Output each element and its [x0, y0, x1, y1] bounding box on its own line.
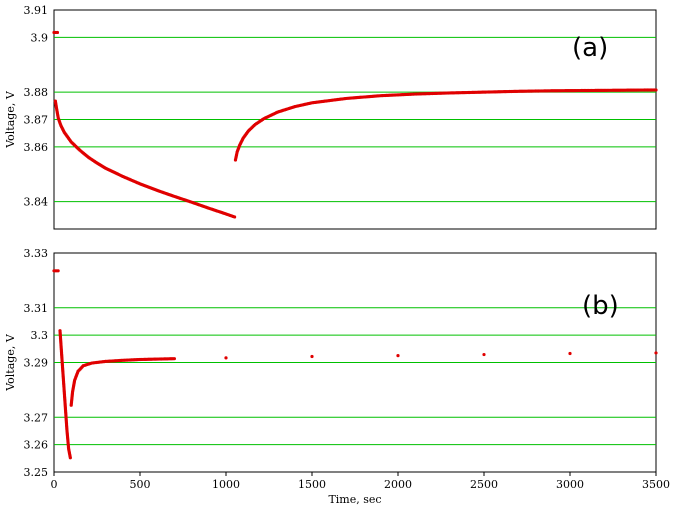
data-point-a-0-465 [654, 88, 658, 92]
y-tick-labels-a: 3.91 3.9 3.88 3.87 3.86 3.84 [24, 4, 49, 209]
x-tick-label-1: 500 [130, 478, 151, 491]
y-tick-label-a-5: 3.84 [24, 196, 49, 209]
data-point-b-0-188 [568, 351, 572, 356]
y-tick-label-a-1: 3.9 [31, 31, 49, 44]
x-tick-label-6: 3000 [556, 478, 584, 491]
x-tick-label-3: 1500 [298, 478, 326, 491]
panel-label-a: (a) [572, 33, 608, 63]
x-tick-label-5: 2500 [470, 478, 498, 491]
panel-label-b: (b) [582, 291, 619, 321]
x-axis-label: Time, sec [328, 493, 381, 506]
data-point-b-0-189 [654, 351, 658, 355]
data-point-b-0-91 [68, 456, 72, 460]
y-tick-label-a-4: 3.86 [24, 141, 49, 154]
data-point-b-0-184 [224, 356, 228, 360]
y-tick-label-b-2: 3.3 [31, 329, 49, 342]
x-tick-label-7: 3500 [642, 478, 670, 491]
chart-panel-a: 3.91 3.9 3.88 3.87 3.86 3.84 Voltage, V (a) [4, 4, 658, 230]
y-tick-labels-b: 3.33 3.31 3.3 3.29 3.27 3.26 3.25 [24, 247, 49, 479]
y-tick-label-a-0: 3.91 [24, 4, 49, 17]
data-point-b-0-186 [396, 354, 400, 358]
chart-panel-b: 3.33 3.31 3.3 3.29 3.27 3.26 3.25 0 500 1000 1500… [4, 247, 670, 506]
y-axis-label-b: Voltage, V [4, 333, 17, 392]
data-point-b-0-183 [172, 357, 176, 361]
data-series-a [52, 30, 658, 219]
y-tick-label-b-6: 3.25 [24, 466, 49, 479]
y-tick-label-b-0: 3.33 [24, 247, 49, 260]
data-point-a-0-2 [55, 30, 60, 35]
y-tick-label-a-2: 3.88 [24, 86, 49, 99]
y-tick-label-a-3: 3.87 [24, 114, 49, 127]
y-tick-label-b-3: 3.29 [24, 357, 49, 370]
x-tick-label-0: 0 [51, 478, 58, 491]
gridlines-b [54, 307, 656, 446]
data-point-a-0-156 [233, 215, 237, 219]
x-tick-labels-b: 0 500 1000 1500 2000 2500 3000 3500 [51, 472, 670, 491]
x-tick-label-2: 1000 [212, 478, 240, 491]
data-point-b-0-3 [56, 269, 60, 273]
y-axis-label-a: Voltage, V [4, 90, 17, 149]
x-tick-label-4: 2000 [384, 478, 412, 491]
y-tick-label-b-1: 3.31 [24, 302, 49, 315]
data-point-b-0-187 [482, 352, 486, 357]
data-series-b [52, 269, 658, 460]
y-tick-label-b-5: 3.26 [24, 439, 49, 452]
data-point-b-0-185 [310, 354, 314, 359]
y-tick-label-b-4: 3.27 [24, 411, 49, 424]
